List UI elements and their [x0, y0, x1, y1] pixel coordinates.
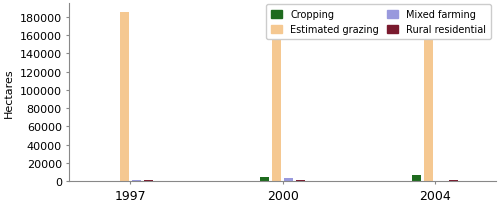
Bar [120, 13, 129, 181]
Bar [296, 180, 306, 181]
Bar [144, 180, 153, 181]
Bar [272, 16, 281, 181]
Bar [284, 179, 294, 181]
Y-axis label: Hectares: Hectares [4, 68, 14, 117]
Bar [412, 175, 421, 181]
Legend: Cropping, Estimated grazing, Mixed farming, Rural residential: Cropping, Estimated grazing, Mixed farmi… [266, 5, 491, 40]
Bar [424, 15, 434, 181]
Bar [448, 180, 458, 181]
Bar [260, 177, 269, 181]
